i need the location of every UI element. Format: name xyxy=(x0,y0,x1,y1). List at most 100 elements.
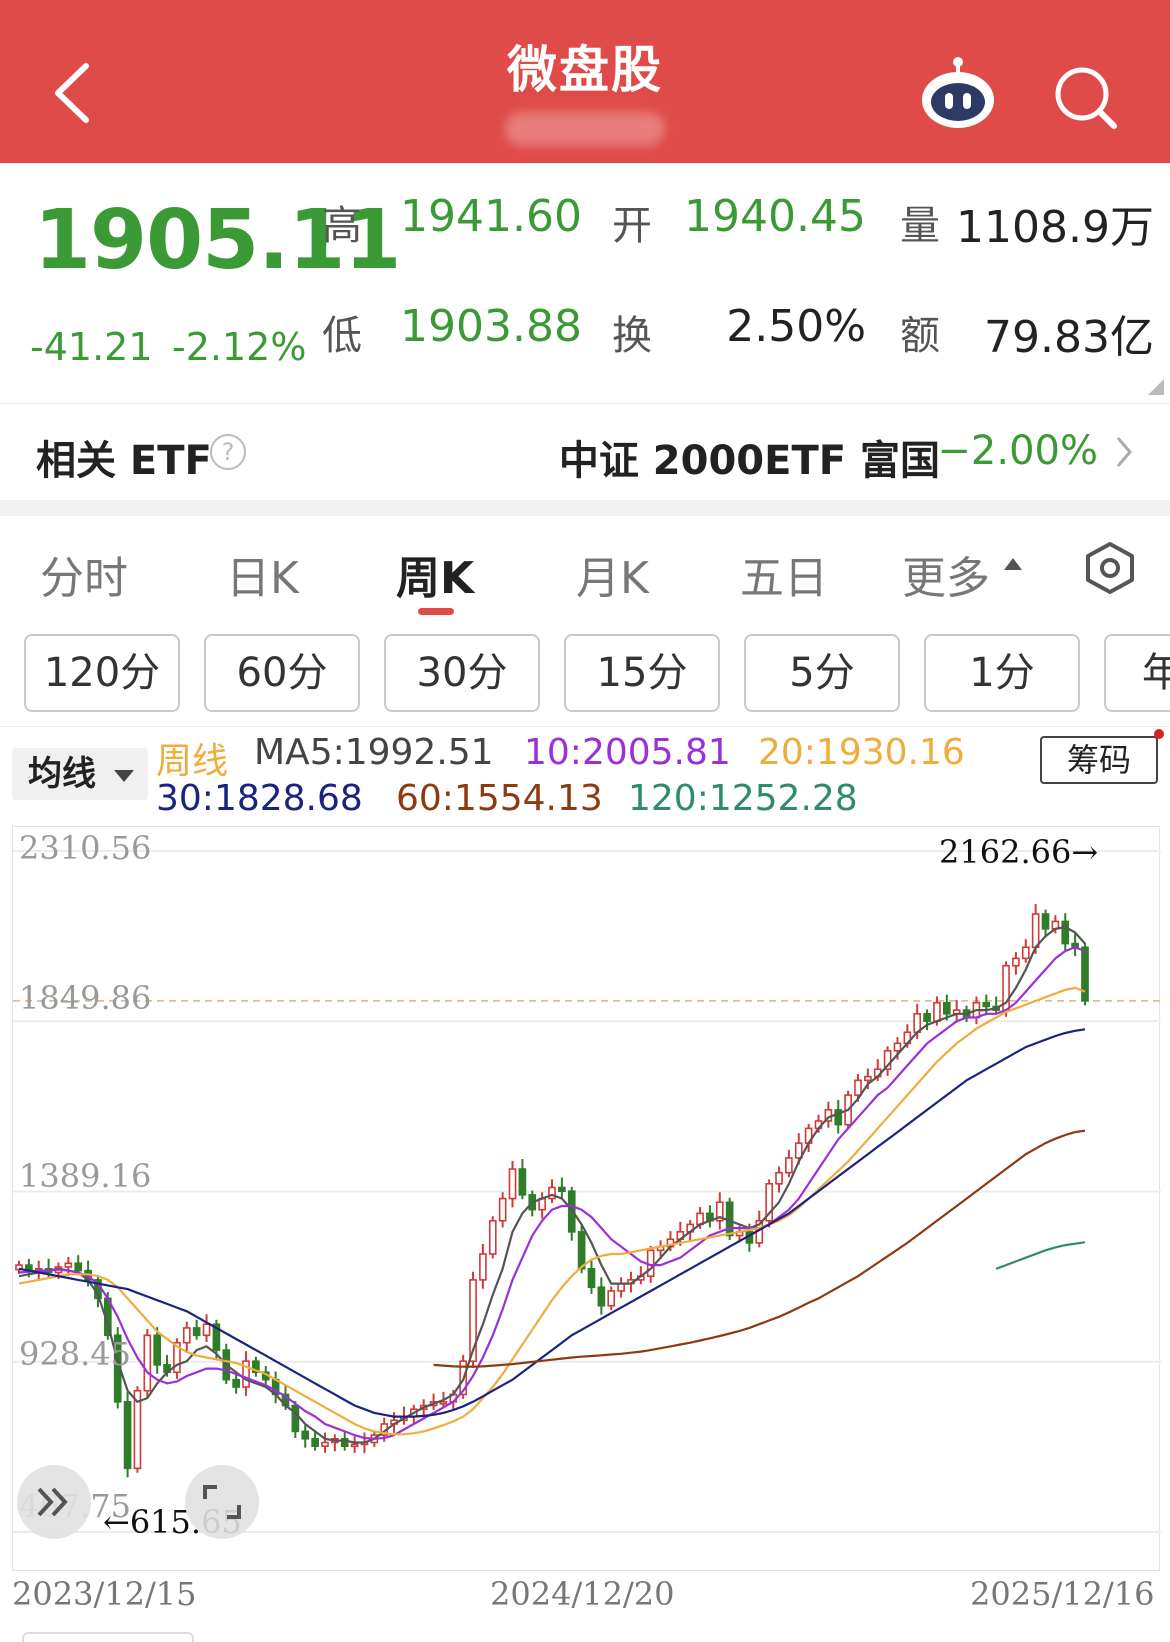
candlestick-chart[interactable]: 2310.56 1849.86 1389.16 928.45 467.75 21… xyxy=(12,826,1161,1571)
tab-monthly-k[interactable]: 月K xyxy=(576,553,649,604)
candle-body xyxy=(765,1182,773,1222)
ma-line-ma5 xyxy=(18,925,1086,1444)
ma-line-ma20 xyxy=(18,986,1086,1436)
related-etf-row[interactable]: 相关 ETF ? 中证 2000ETF 富国 −2.00% xyxy=(0,404,1170,500)
ma5-value: MA5:1992.51 xyxy=(254,732,494,773)
caret-up-icon xyxy=(1004,558,1022,570)
candle-body xyxy=(488,1219,497,1255)
candle-body xyxy=(982,1001,991,1008)
price-change: -41.21 xyxy=(30,325,153,369)
active-tab-indicator xyxy=(418,608,454,615)
candle-body xyxy=(715,1201,724,1222)
search-icon[interactable] xyxy=(1052,64,1118,130)
period-tabs: 分时 日K 周K 月K 五日 更多 xyxy=(0,520,1170,620)
ma-selector[interactable]: 均线 xyxy=(12,748,148,800)
candle-body xyxy=(597,1286,606,1307)
candle-body xyxy=(854,1079,862,1096)
candle-body xyxy=(607,1290,616,1307)
candle-body xyxy=(311,1437,319,1447)
candle-body xyxy=(518,1168,527,1196)
high-value: 1941.60 xyxy=(400,191,582,242)
expand-panel-button[interactable] xyxy=(17,1465,91,1539)
volume-label: 量 xyxy=(900,203,940,249)
settings-hexagon-icon[interactable] xyxy=(1082,540,1138,596)
minute-button-year[interactable]: 年 xyxy=(1104,634,1170,712)
etf-name: 中证 2000ETF 富国 xyxy=(558,438,940,484)
tab-intraday[interactable]: 分时 xyxy=(40,553,128,604)
candle-body xyxy=(123,1401,132,1470)
candle-body xyxy=(350,1443,359,1448)
tab-five-day[interactable]: 五日 xyxy=(740,553,828,604)
ma-selector-label: 均线 xyxy=(28,754,96,794)
ma-line-ma30 xyxy=(18,1028,1086,1418)
candle-body xyxy=(173,1341,181,1374)
y-axis-label-max: 2310.56 xyxy=(19,829,152,867)
candle-body xyxy=(923,1013,931,1022)
candle-body xyxy=(1061,920,1070,945)
candle-body xyxy=(469,1279,477,1362)
candle-body xyxy=(1031,913,1040,949)
candle-body xyxy=(64,1262,73,1268)
candle-body xyxy=(834,1109,843,1126)
expand-corner-icon[interactable] xyxy=(1148,379,1164,395)
candle-body xyxy=(548,1186,556,1200)
volume-value: 1108.9万 xyxy=(956,202,1154,253)
minute-period-row: 120分 60分 30分 15分 5分 1分 年 xyxy=(0,634,1170,712)
candle-body xyxy=(291,1404,300,1433)
ma20-value: 20:1930.16 xyxy=(758,732,965,773)
candle-body xyxy=(942,1001,951,1015)
tab-weekly-k[interactable]: 周K xyxy=(396,553,475,604)
fullscreen-icon xyxy=(203,1485,241,1519)
candle-body xyxy=(232,1378,240,1388)
candle-body xyxy=(558,1186,566,1192)
candle-body xyxy=(785,1157,793,1174)
notification-dot xyxy=(1154,729,1164,739)
tab-more[interactable]: 更多 xyxy=(902,553,990,604)
max-price-label: 2162.66→ xyxy=(939,833,1099,871)
candle-body xyxy=(340,1437,349,1447)
ma120-value: 120:1252.28 xyxy=(628,778,858,819)
ma-type-label: 周线 xyxy=(156,741,229,782)
chips-distribution-button[interactable]: 筹码 xyxy=(1040,736,1158,784)
fullscreen-button[interactable] xyxy=(185,1465,259,1539)
candle-body xyxy=(587,1267,596,1289)
x-axis-label-mid: 2024/12/20 xyxy=(490,1575,675,1613)
candle-body xyxy=(212,1323,221,1351)
ma-line-ma10 xyxy=(18,946,1086,1440)
minute-button-60[interactable]: 60分 xyxy=(204,634,360,712)
candle-body xyxy=(202,1323,211,1337)
divider xyxy=(0,726,1170,727)
candle-body xyxy=(153,1334,162,1366)
y-axis-label: 1389.16 xyxy=(19,1157,152,1195)
ma-legend: 均线 周线 MA5:1992.51 10:2005.81 20:1930.16 … xyxy=(0,728,1170,824)
back-icon[interactable] xyxy=(50,60,94,126)
candle-body xyxy=(864,1075,872,1082)
help-icon[interactable]: ? xyxy=(210,434,246,470)
candle-body xyxy=(133,1389,142,1470)
bottom-tab-stub xyxy=(22,1632,194,1642)
candle-body xyxy=(577,1231,586,1270)
turnover-value: 2.50% xyxy=(726,301,866,352)
candle-body xyxy=(508,1168,517,1200)
amount-value: 79.83亿 xyxy=(984,312,1154,363)
ma10-value: 10:2005.81 xyxy=(524,732,731,773)
minute-button-15[interactable]: 15分 xyxy=(564,634,720,712)
x-axis-label-end: 2025/12/16 xyxy=(970,1575,1155,1613)
minute-button-120[interactable]: 120分 xyxy=(24,634,180,712)
tab-daily-k[interactable]: 日K xyxy=(226,553,299,604)
minute-button-30[interactable]: 30分 xyxy=(384,634,540,712)
robot-assistant-icon[interactable] xyxy=(918,56,998,132)
minute-button-5[interactable]: 5分 xyxy=(744,634,900,712)
low-label: 低 xyxy=(322,313,362,359)
low-value: 1903.88 xyxy=(400,301,582,352)
double-chevron-right-icon xyxy=(37,1487,68,1517)
divider xyxy=(0,403,1170,404)
etf-change: −2.00% xyxy=(937,428,1098,474)
last-price: 1905.11 xyxy=(34,193,401,288)
price-change-percent: -2.12% xyxy=(172,325,307,369)
candle-body xyxy=(1021,946,1030,960)
amount-label: 额 xyxy=(900,313,940,359)
minute-button-1[interactable]: 1分 xyxy=(924,634,1080,712)
candle-body xyxy=(321,1441,329,1447)
